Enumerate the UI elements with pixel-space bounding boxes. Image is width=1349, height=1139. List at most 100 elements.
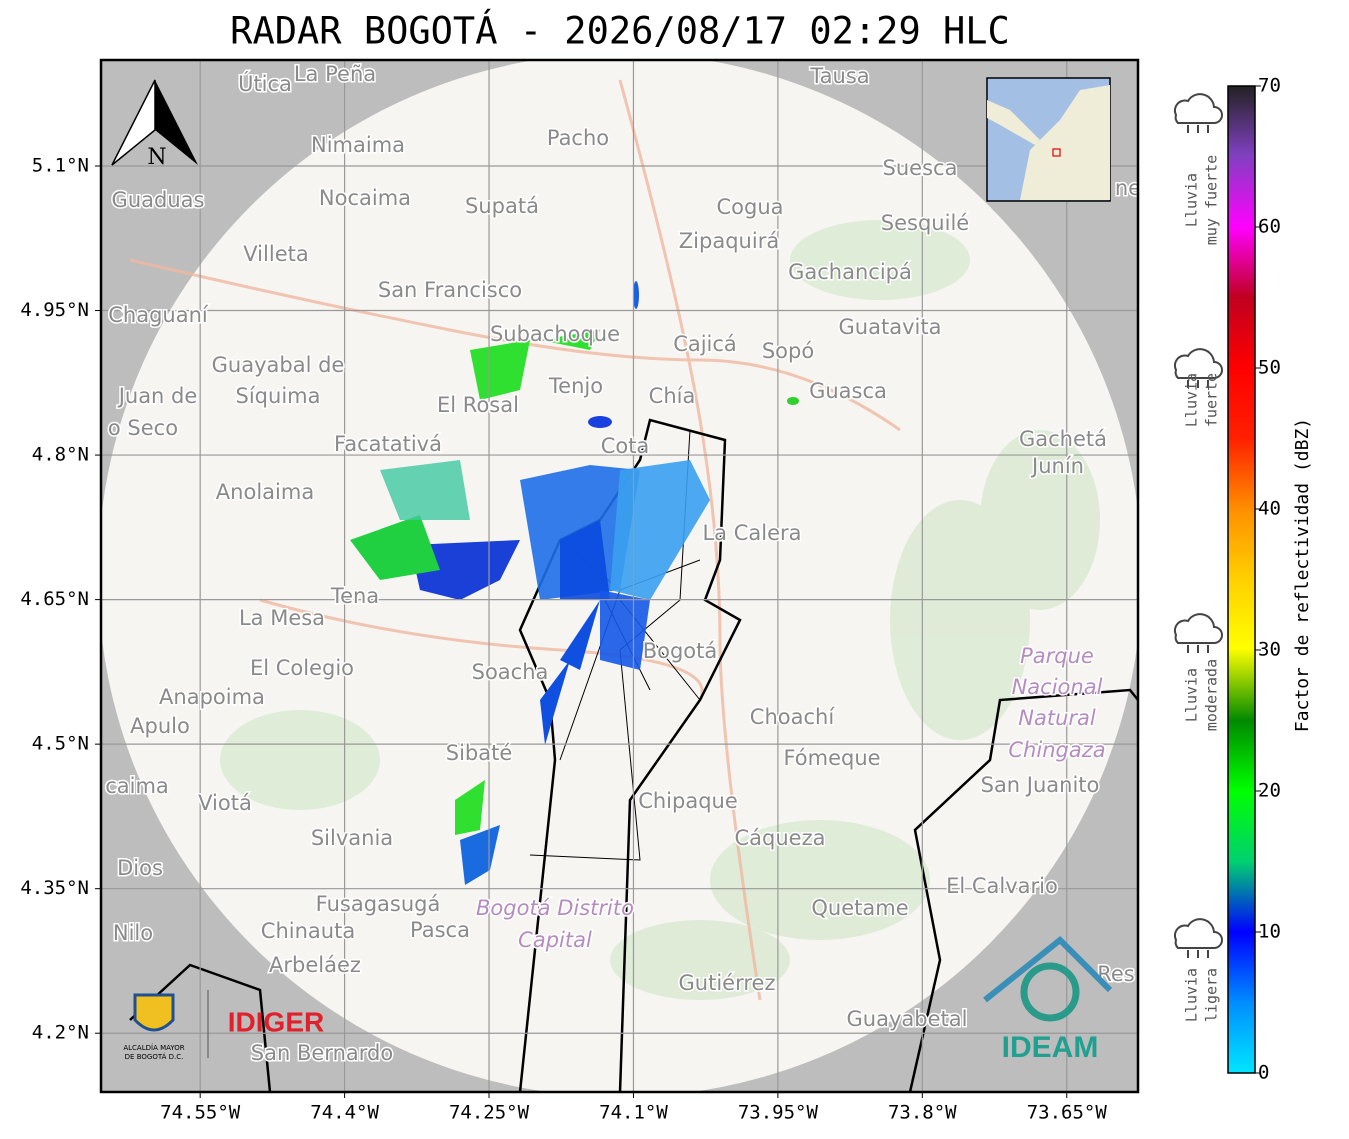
place-label: Facatativá [334, 432, 442, 456]
place-label: Gachetá [1019, 427, 1107, 451]
place-label: Nocaima [319, 186, 411, 210]
grid [101, 60, 1138, 1092]
place-label: La Mesa [239, 606, 325, 630]
place-label: Soacha [472, 660, 549, 684]
rain-level-label: muy fuerte [1203, 155, 1221, 245]
place-label: Villeta [243, 242, 308, 266]
colorbar-tick-label: 60 [1258, 216, 1281, 238]
place-label: Sopó [762, 339, 814, 363]
place-label: Guasca [809, 379, 887, 403]
y-tick-label: 4.95°N [20, 299, 89, 321]
area-label: Parque [1020, 644, 1094, 668]
place-label: Juan de [117, 384, 198, 408]
rain-icon [1173, 918, 1223, 949]
place-label: Fusagasugá [316, 892, 441, 916]
area-label: Chingaza [1008, 738, 1105, 762]
colorbar-label: Factor de reflectividad (dBZ) [1292, 418, 1313, 732]
place-label: Cota [601, 434, 650, 458]
place-label: Guayabetal [847, 1007, 968, 1031]
x-tick-label: 74.25°W [449, 1102, 530, 1124]
place-label: Pacho [547, 126, 609, 150]
north-arrow: N [111, 79, 198, 170]
y-tick-label: 4.35°N [20, 877, 89, 899]
place-label: Anapoima [159, 685, 265, 709]
colorbar-tick-label: 10 [1258, 921, 1281, 943]
place-label: San Bernardo [251, 1041, 393, 1065]
place-label: Bogotá [643, 639, 718, 663]
colorbar-tick-label: 30 [1258, 639, 1281, 661]
area-label: Nacional [1012, 675, 1103, 699]
place-label: Apulo [130, 714, 190, 738]
y-tick-label: 5.1°N [32, 154, 89, 176]
rain-level-label: fuerte [1203, 373, 1221, 427]
place-label: Nimaima [311, 133, 405, 157]
place-label: Zipaquirá [679, 229, 779, 253]
place-label: Viotá [198, 791, 252, 815]
place-label: Silvania [311, 826, 393, 850]
place-label: Chaguaní [108, 303, 209, 327]
x-tick-label: 73.95°W [738, 1102, 819, 1124]
place-label: Cáqueza [735, 826, 826, 850]
place-label: Guaduas [112, 188, 205, 212]
rain-drops [1187, 645, 1209, 653]
place-label: Gachancipá [788, 260, 912, 284]
rain-level-label: Lluvia [1183, 373, 1201, 427]
place-label: La Peña [294, 62, 376, 86]
place-label: o Seco [108, 416, 178, 440]
alcaldia-line1: ALCALDÍA MAYOR [123, 1043, 184, 1052]
place-label: Síquima [236, 384, 321, 408]
rain-drops [1187, 125, 1209, 133]
place-label: Choachí [750, 705, 836, 729]
place-label: Anolaima [216, 480, 314, 504]
place-label: El Calvario [946, 874, 1058, 898]
alcaldia-line2: DE BOGOTÁ D.C. [125, 1052, 184, 1061]
place-label: Junín [1030, 454, 1084, 478]
place-label: Chía [649, 384, 696, 408]
place-label: caima [105, 774, 169, 798]
place-label: Chinauta [261, 919, 355, 943]
rain-level-label: Lluvia [1183, 968, 1201, 1022]
place-label: San Francisco [378, 278, 522, 302]
y-tick-label: 4.5°N [32, 733, 89, 755]
rain-level-label: ligera [1203, 968, 1221, 1022]
area-label: Natural [1018, 706, 1096, 730]
title: RADAR BOGOTÁ - 2026/08/17 02:29 HLC [230, 9, 1010, 53]
place-label: Sesquilé [881, 211, 969, 235]
colorbar-tick-label: 20 [1258, 780, 1281, 802]
place-label: Guatavita [839, 315, 942, 339]
map-area: Útica La Peña Tausa Pacho Nimaima Guaduas Noca… [101, 60, 1141, 1092]
place-label: Supatá [465, 194, 539, 218]
y-tick-label: 4.65°N [20, 588, 89, 610]
x-tick-label: 74.1°W [599, 1102, 668, 1124]
place-label: Cajicá [673, 332, 737, 356]
colorbar-tick-label: 40 [1258, 498, 1281, 520]
x-tick-label: 74.4°W [310, 1102, 379, 1124]
place-label: ne [1115, 176, 1141, 200]
rain-drops [1187, 380, 1209, 388]
x-tick-label: 73.8°W [888, 1102, 957, 1124]
place-label: Tenjo [548, 374, 603, 398]
place-label: Útica [238, 71, 292, 96]
rain-level-label: Lluvia [1183, 173, 1201, 227]
place-label: Gutiérrez [679, 971, 776, 995]
logos: ALCALDÍA MAYOR DE BOGOTÁ D.C. IDIGER IDE… [123, 935, 1113, 1064]
area-label: Capital [518, 928, 592, 952]
x-tick-label: 73.65°W [1027, 1102, 1108, 1124]
x-tick-label: 74.55°W [160, 1102, 241, 1124]
rain-level-label: moderada [1203, 659, 1221, 731]
place-label: Chipaque [638, 789, 738, 813]
rain-drops [1187, 950, 1209, 958]
place-label: Tena [330, 584, 379, 608]
rain-icon [1173, 348, 1223, 379]
place-label: San Juanito [981, 773, 1100, 797]
rain-icon [1173, 93, 1223, 124]
place-label: Guayabal de [212, 353, 345, 377]
rain-level-label: Lluvia [1183, 668, 1201, 722]
colorbar-tick-label: 50 [1258, 357, 1281, 379]
place-label: El Rosal [437, 393, 519, 417]
y-tick-label: 4.2°N [32, 1022, 89, 1044]
place-label: Cogua [716, 195, 783, 219]
colorbar-tick-label: 0 [1258, 1062, 1269, 1084]
